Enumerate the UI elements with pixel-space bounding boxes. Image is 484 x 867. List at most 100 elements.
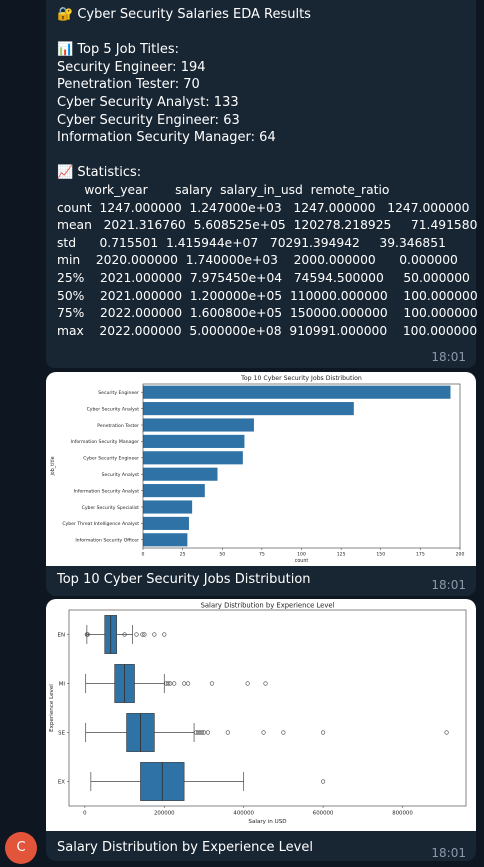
outlier-point	[197, 730, 203, 735]
top5-item: Cyber Security Analyst: 133	[57, 94, 239, 110]
outlier-point	[245, 681, 250, 686]
top5-item: Cyber Security Engineer: 63	[57, 112, 240, 128]
bar	[143, 516, 189, 530]
y-tick-label: Cyber Security Analyst	[87, 406, 140, 412]
outlier-point	[193, 730, 199, 735]
bar	[143, 533, 188, 547]
message-caption: Top 10 Cyber Security Jobs Distribution	[57, 572, 311, 587]
outlier-point	[166, 681, 171, 686]
x-tick-label: 0	[142, 552, 145, 558]
outlier-point	[85, 632, 90, 637]
x-tick-label: 800000	[392, 811, 413, 817]
message-timestamp: 18:01	[431, 578, 466, 592]
x-axis-label: Salary in USD	[248, 819, 286, 825]
chart-image[interactable]: Top 10 Cyber Security Jobs Distribution S…	[46, 372, 476, 566]
bar	[143, 484, 205, 498]
y-tick-label: Information Security Analyst	[74, 488, 140, 494]
outlier-point	[142, 632, 147, 637]
stats-line: min 2020.000000 1.740000e+03 2000.000000…	[57, 253, 458, 268]
avatar[interactable]: C	[5, 832, 37, 864]
stats-line: 25% 2021.000000 7.975450e+04 74594.50000…	[57, 270, 470, 285]
outlier-point	[201, 730, 207, 735]
y-tick-label: Cyber Security Specialist	[82, 505, 140, 511]
message-bubble-jobs-chart[interactable]: Top 10 Cyber Security Jobs Distribution S…	[46, 372, 476, 596]
bar	[143, 385, 451, 399]
top5-item: Information Security Manager: 64	[57, 130, 276, 146]
stats-line: std 0.715501 1.415944e+07 70291.394942 3…	[57, 235, 446, 250]
top5-item: Security Engineer: 194	[57, 59, 206, 75]
chart-image[interactable]: Salary Distribution by Experience Level E…	[46, 599, 476, 831]
outlier-point	[281, 730, 286, 735]
x-tick-label: 100	[297, 552, 306, 558]
x-tick-label: 75	[259, 552, 265, 558]
y-tick-label: EX	[58, 780, 65, 786]
x-tick-label: 150	[376, 552, 385, 558]
outlier-point	[152, 632, 157, 637]
outlier-point	[134, 632, 139, 637]
outlier-point	[182, 681, 187, 686]
y-axis-label: Experience Level	[49, 684, 55, 732]
x-tick-label: 600000	[313, 811, 334, 817]
outlier-point	[209, 681, 215, 686]
bar	[143, 451, 243, 465]
outlier-point	[320, 730, 326, 735]
outlier-point	[164, 681, 169, 686]
y-tick-label: Penetration Tester	[97, 423, 139, 429]
outlier-point	[444, 730, 449, 735]
box-plot: Salary Distribution by Experience Level E…	[49, 602, 467, 825]
x-tick-label: 25	[180, 552, 186, 558]
x-tick-label: 400000	[233, 811, 254, 817]
message-bubble-eda-results[interactable]: 🔐 Cyber Security Salaries EDA Results 📊 …	[46, 0, 478, 368]
x-tick-label: 0	[83, 811, 87, 817]
bar	[143, 418, 254, 432]
y-tick-label: MI	[59, 682, 66, 688]
outlier-point	[122, 632, 127, 637]
message-text: 🔐 Cyber Security Salaries EDA Results 📊 …	[46, 0, 478, 340]
stats-line: count 1247.000000 1.247000e+03 1247.0000…	[57, 200, 470, 215]
stats-line: 75% 2022.000000 1.600800e+05 150000.0000…	[57, 306, 478, 321]
plot-frame	[68, 609, 467, 807]
bar-chart: Top 10 Cyber Security Jobs Distribution S…	[50, 375, 465, 564]
y-tick-label: Security Engineer	[98, 390, 139, 396]
y-axis-label: job_title	[50, 456, 56, 476]
stats-line: max 2022.000000 5.000000e+08 910991.0000…	[57, 323, 478, 338]
chart-title: Salary Distribution by Experience Level	[201, 602, 335, 610]
outlier-point	[140, 632, 145, 637]
message-timestamp: 18:01	[431, 846, 466, 860]
y-tick-label: Cyber Threat Intelligence Analyst	[62, 521, 139, 527]
x-tick-label: 200	[456, 552, 465, 558]
message-caption: Salary Distribution by Experience Level	[57, 840, 313, 855]
top5-item: Penetration Tester: 70	[57, 77, 200, 93]
stats-line: 50% 2021.000000 1.200000e+05 110000.0000…	[57, 288, 478, 303]
bar	[143, 467, 218, 481]
y-tick-label: Information Security Manager	[70, 439, 139, 445]
outlier-point	[205, 730, 211, 735]
stats-line: work_year salary salary_in_usd remote_ra…	[57, 182, 390, 197]
x-tick-label: 175	[416, 552, 425, 558]
outlier-point	[199, 730, 205, 735]
top5-heading: 📊 Top 5 Job Titles:	[57, 42, 179, 58]
outlier-point	[172, 681, 177, 686]
outlier-point	[261, 730, 266, 735]
chart-title: Top 10 Cyber Security Jobs Distribution	[240, 375, 362, 382]
y-tick-label: Security Analyst	[102, 472, 140, 478]
bar	[143, 434, 245, 448]
outlier-point	[168, 681, 173, 686]
y-tick-label: SE	[58, 731, 65, 737]
outlier-point	[320, 779, 326, 784]
y-tick-label: EN	[58, 633, 65, 639]
x-tick-label: 125	[337, 552, 346, 558]
y-tick-label: Cyber Security Engineer	[83, 456, 139, 462]
message-bubble-salary-chart[interactable]: Salary Distribution by Experience Level E…	[46, 599, 476, 861]
x-tick-label: 50	[219, 552, 225, 558]
outlier-point	[186, 681, 191, 686]
stats-line: mean 2021.316760 5.608525e+05 120278.218…	[57, 218, 478, 233]
bar	[143, 402, 354, 416]
stats-heading: 📈 Statistics:	[57, 165, 142, 181]
x-axis-label: count	[295, 558, 309, 564]
message-timestamp: 18:01	[431, 350, 466, 364]
outlier-point	[195, 730, 201, 735]
bar	[143, 500, 193, 514]
message-title: 🔐 Cyber Security Salaries EDA Results	[57, 7, 311, 22]
y-tick-label: Information Security Officer	[75, 538, 139, 544]
